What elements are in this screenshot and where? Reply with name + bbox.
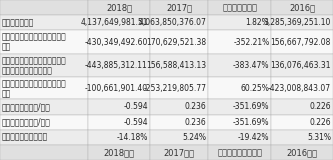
Text: 1.82%: 1.82% bbox=[246, 18, 269, 27]
Bar bbox=[271, 130, 333, 145]
Bar bbox=[271, 30, 333, 54]
Text: 136,076,463.31: 136,076,463.31 bbox=[270, 61, 331, 70]
Bar bbox=[208, 54, 271, 77]
Bar bbox=[271, 145, 333, 160]
Bar bbox=[0, 0, 88, 15]
Text: 170,629,521.38: 170,629,521.38 bbox=[146, 38, 206, 47]
Text: -0.594: -0.594 bbox=[123, 102, 148, 112]
Bar bbox=[271, 54, 333, 77]
Text: 本年末比上年末增减: 本年末比上年末增减 bbox=[217, 148, 262, 157]
Bar bbox=[208, 30, 271, 54]
Text: 4,063,850,376.07: 4,063,850,376.07 bbox=[138, 18, 206, 27]
Bar bbox=[0, 15, 88, 30]
Text: -351.69%: -351.69% bbox=[233, 102, 269, 112]
Text: 4,137,649,981.51: 4,137,649,981.51 bbox=[80, 18, 148, 27]
Text: -14.18%: -14.18% bbox=[117, 133, 148, 142]
Bar bbox=[88, 54, 150, 77]
Bar bbox=[0, 54, 88, 77]
Bar bbox=[150, 54, 208, 77]
Text: -383.47%: -383.47% bbox=[233, 61, 269, 70]
Bar bbox=[88, 99, 150, 115]
Text: 2016年末: 2016年末 bbox=[287, 148, 318, 157]
Text: 3,285,369,251.10: 3,285,369,251.10 bbox=[264, 18, 331, 27]
Text: -430,349,492.60: -430,349,492.60 bbox=[85, 38, 148, 47]
Bar bbox=[0, 115, 88, 130]
Bar bbox=[208, 99, 271, 115]
Text: 2017年: 2017年 bbox=[166, 3, 192, 12]
Bar bbox=[150, 115, 208, 130]
Text: -100,661,901.40: -100,661,901.40 bbox=[85, 84, 148, 93]
Text: 加权平均净资产收益率: 加权平均净资产收益率 bbox=[2, 133, 48, 142]
Bar bbox=[150, 15, 208, 30]
Bar bbox=[271, 99, 333, 115]
Text: 0.236: 0.236 bbox=[184, 102, 206, 112]
Bar bbox=[88, 77, 150, 99]
Text: -423,008,843.07: -423,008,843.07 bbox=[268, 84, 331, 93]
Bar bbox=[208, 77, 271, 99]
Bar bbox=[88, 15, 150, 30]
Bar bbox=[88, 30, 150, 54]
Bar bbox=[208, 115, 271, 130]
Text: 0.236: 0.236 bbox=[184, 118, 206, 127]
Bar bbox=[0, 130, 88, 145]
Text: -352.21%: -352.21% bbox=[233, 38, 269, 47]
Bar bbox=[88, 130, 150, 145]
Text: 稀释每股收益（元/股）: 稀释每股收益（元/股） bbox=[2, 118, 51, 127]
Bar bbox=[271, 0, 333, 15]
Text: 5.31%: 5.31% bbox=[307, 133, 331, 142]
Text: 60.25%: 60.25% bbox=[240, 84, 269, 93]
Bar bbox=[88, 115, 150, 130]
Bar bbox=[271, 15, 333, 30]
Bar bbox=[208, 145, 271, 160]
Text: 基本每股收益（元/股）: 基本每股收益（元/股） bbox=[2, 102, 51, 112]
Text: 2017年末: 2017年末 bbox=[164, 148, 194, 157]
Text: -0.594: -0.594 bbox=[123, 118, 148, 127]
Text: 2018年: 2018年 bbox=[106, 3, 132, 12]
Bar bbox=[208, 15, 271, 30]
Bar bbox=[0, 30, 88, 54]
Text: 2016年: 2016年 bbox=[289, 3, 315, 12]
Text: 156,667,792.08: 156,667,792.08 bbox=[271, 38, 331, 47]
Bar bbox=[0, 99, 88, 115]
Text: 归属于上市公司股东的净利润（
元）: 归属于上市公司股东的净利润（ 元） bbox=[2, 33, 67, 52]
Bar bbox=[271, 77, 333, 99]
Bar bbox=[208, 0, 271, 15]
Bar bbox=[88, 145, 150, 160]
Bar bbox=[150, 77, 208, 99]
Text: 2018年末: 2018年末 bbox=[104, 148, 135, 157]
Text: 本年比上年增减: 本年比上年增减 bbox=[222, 3, 257, 12]
Bar bbox=[271, 115, 333, 130]
Bar bbox=[150, 30, 208, 54]
Text: 营业收入（元）: 营业收入（元） bbox=[2, 18, 34, 27]
Bar bbox=[88, 0, 150, 15]
Bar bbox=[150, 145, 208, 160]
Bar bbox=[0, 145, 88, 160]
Bar bbox=[150, 130, 208, 145]
Bar bbox=[150, 0, 208, 15]
Bar bbox=[0, 77, 88, 99]
Text: -443,885,312.11: -443,885,312.11 bbox=[85, 61, 148, 70]
Text: -253,219,805.77: -253,219,805.77 bbox=[143, 84, 206, 93]
Bar bbox=[208, 130, 271, 145]
Text: -351.69%: -351.69% bbox=[233, 118, 269, 127]
Text: 0.226: 0.226 bbox=[309, 118, 331, 127]
Text: 0.226: 0.226 bbox=[309, 102, 331, 112]
Text: 156,588,413.13: 156,588,413.13 bbox=[146, 61, 206, 70]
Bar bbox=[150, 99, 208, 115]
Text: 5.24%: 5.24% bbox=[182, 133, 206, 142]
Text: -19.42%: -19.42% bbox=[238, 133, 269, 142]
Text: 归属于上市公司股东的扣除非经
常性损益的净利润（元）: 归属于上市公司股东的扣除非经 常性损益的净利润（元） bbox=[2, 56, 67, 75]
Text: 经营活动产生的现金流量净额（
元）: 经营活动产生的现金流量净额（ 元） bbox=[2, 79, 67, 98]
